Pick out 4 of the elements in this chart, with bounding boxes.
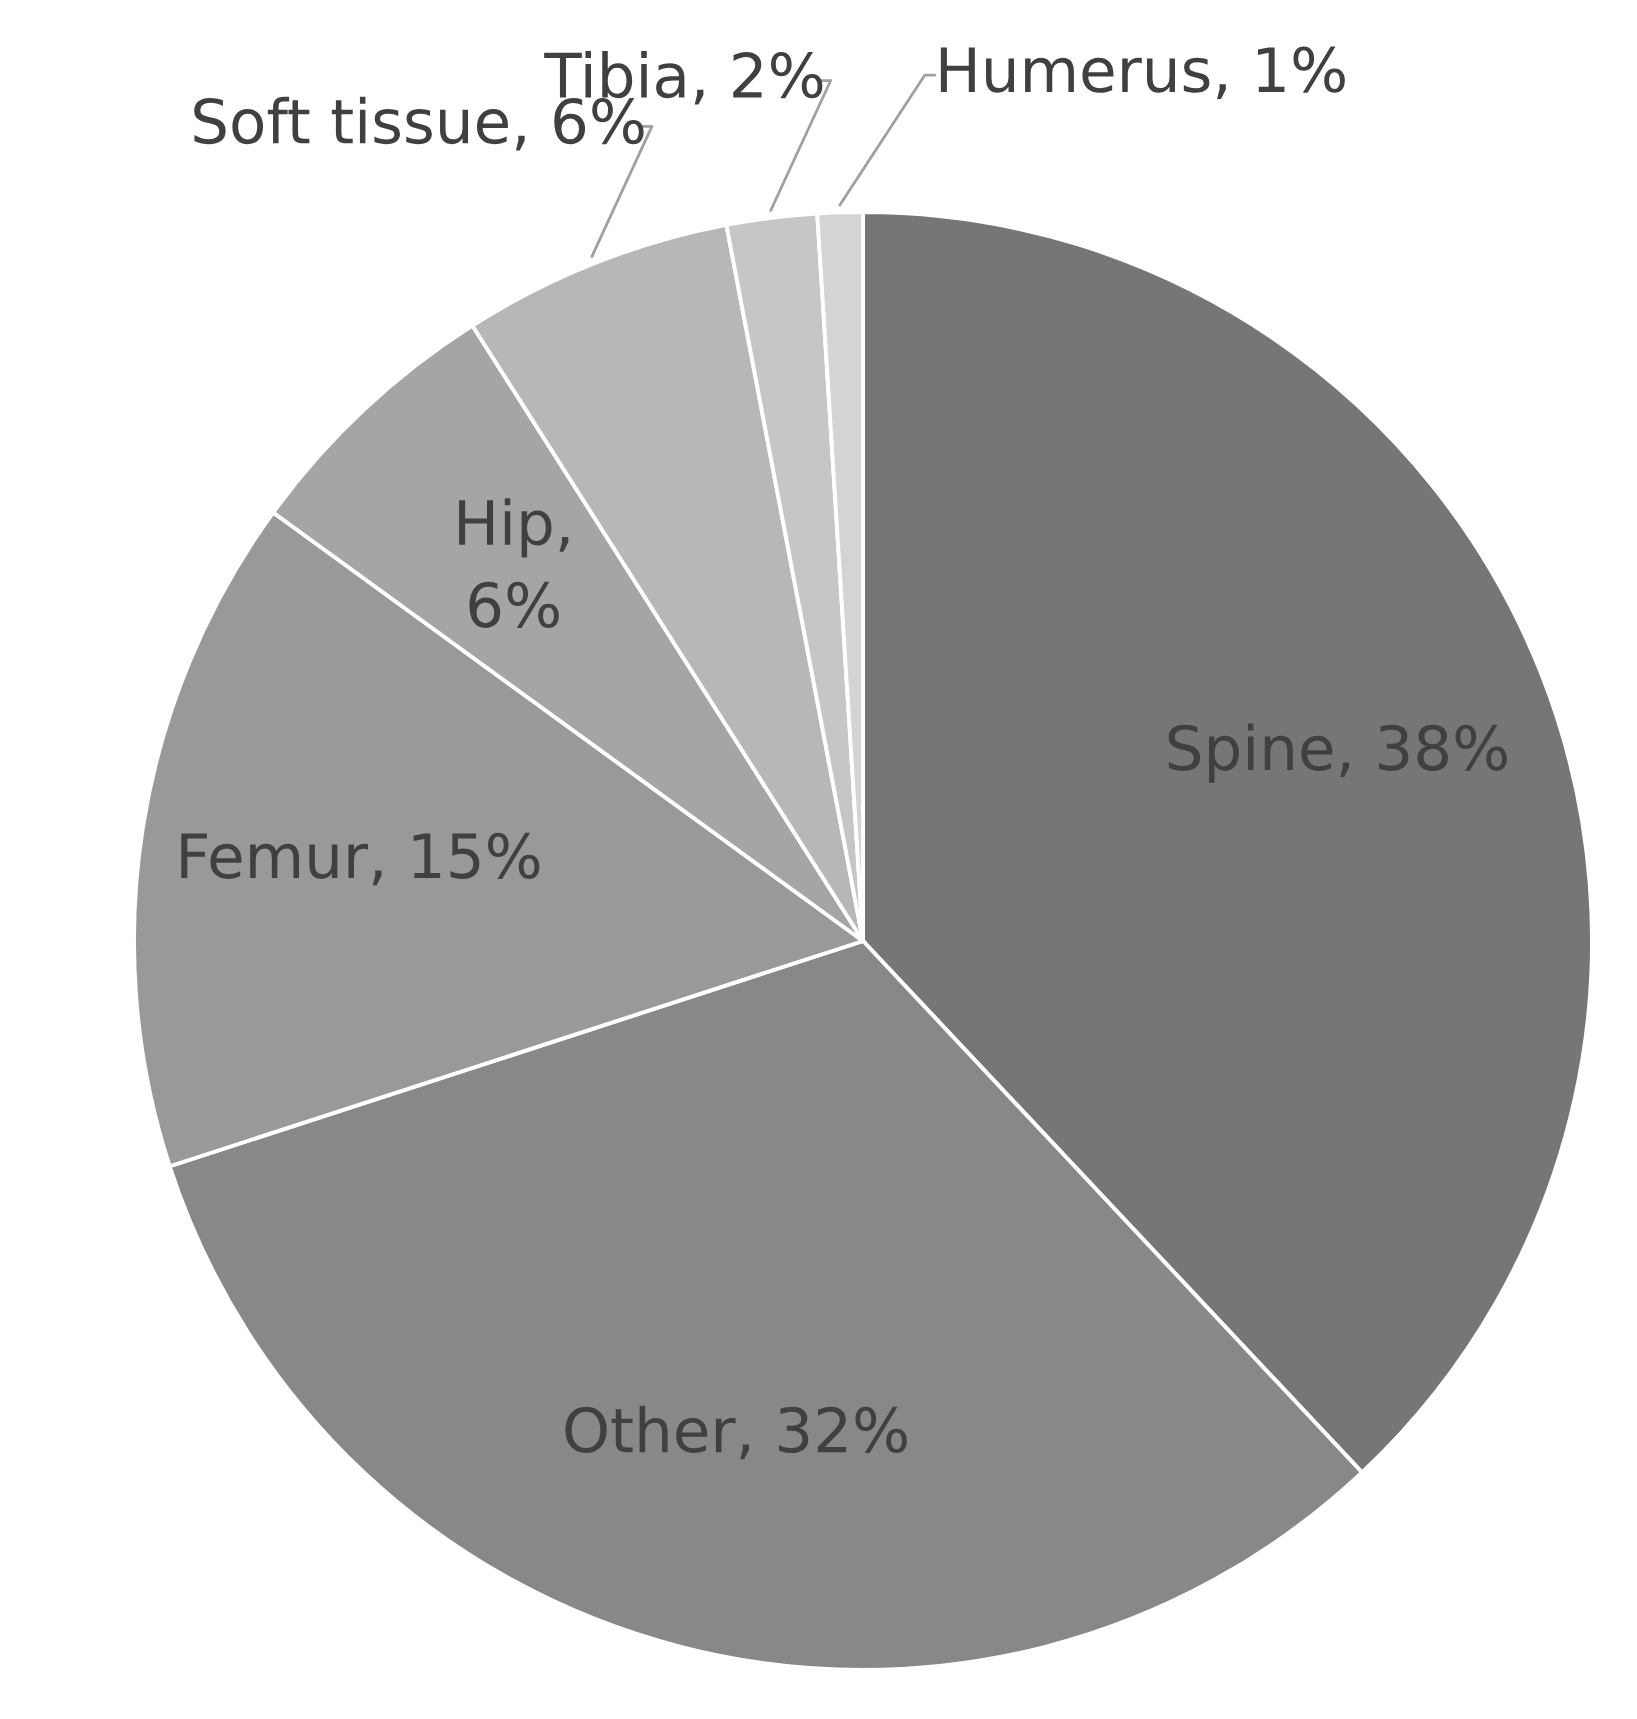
slice-label: Femur, 15% [181, 832, 540, 886]
slice-label: Other, 32% [565, 1405, 907, 1460]
slice-label: Hip, 6% [459, 498, 569, 628]
slice-label: Humerus, 1% [940, 46, 1345, 100]
